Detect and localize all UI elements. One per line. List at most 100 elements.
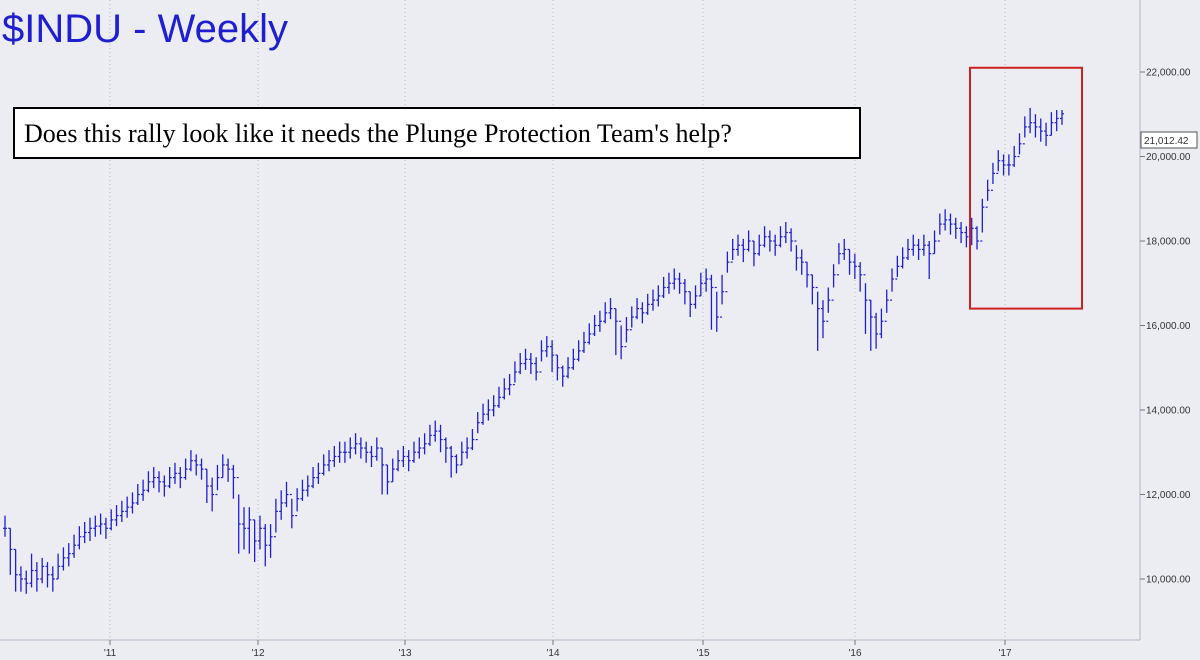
ohlc-bar: [34, 562, 39, 592]
ohlc-bar: [433, 420, 438, 442]
ohlc-bar: [943, 209, 948, 231]
ohlc-bar: [507, 374, 512, 396]
ohlc-bar: [226, 458, 231, 482]
ohlc-bar: [964, 226, 969, 248]
ohlc-bar: [125, 496, 130, 518]
ohlc-bar: [220, 454, 225, 479]
ohlc-bar: [597, 310, 602, 332]
ohlc-bar: [757, 234, 762, 256]
ohlc-bar: [374, 437, 379, 461]
ohlc-bar: [890, 268, 895, 301]
ohlc-bar: [141, 479, 146, 501]
ohlc-bar: [29, 553, 34, 588]
ohlc-bar: [342, 441, 347, 463]
x-tick-label: '17: [998, 648, 1011, 659]
ohlc-bar: [385, 464, 390, 495]
year-gridlines: [109, 0, 1006, 640]
ohlc-bar: [778, 226, 783, 248]
ohlc-bar: [332, 445, 337, 468]
y-tick-label: 10,000.00: [1146, 575, 1191, 586]
ohlc-bar: [364, 441, 369, 463]
ohlc-bar: [895, 255, 900, 280]
last-price-label: 21,012.42: [1144, 136, 1189, 147]
ohlc-bar: [162, 475, 167, 497]
ohlc-bar: [268, 524, 273, 558]
ohlc-bar: [502, 378, 507, 400]
ohlc-bar: [555, 354, 560, 381]
ohlc-bar: [1028, 107, 1033, 134]
ohlc-bar: [257, 515, 262, 550]
ohlc-bar: [98, 513, 103, 535]
ohlc-bar: [651, 289, 656, 311]
ohlc-bar: [146, 471, 151, 493]
ohlc-bar: [858, 262, 863, 292]
ohlc-bar: [672, 268, 677, 290]
x-tick-label: '11: [104, 648, 117, 659]
ohlc-bar: [619, 320, 624, 360]
ohlc-bar: [560, 365, 565, 387]
ohlc-bar: [714, 286, 719, 332]
ohlc-bar: [1006, 154, 1011, 176]
ohlc-bar: [188, 450, 193, 472]
x-axis: '11 '12 '13 '14 '15 '16 '17: [0, 639, 1140, 659]
ohlc-bar: [459, 441, 464, 466]
y-tick-label: 16,000.00: [1146, 321, 1191, 332]
ohlc-bar: [454, 454, 459, 474]
ohlc-bar: [252, 519, 257, 563]
ohlc-bar: [40, 557, 45, 584]
ohlc-bar: [720, 274, 725, 318]
ohlc-bar: [1017, 133, 1022, 158]
ohlc-bar: [411, 441, 416, 463]
ohlc-bar: [443, 437, 448, 463]
ohlc-bar: [544, 336, 549, 358]
ohlc-bar: [581, 331, 586, 353]
ohlc-bar: [406, 450, 411, 472]
ohlc-bar: [704, 268, 709, 292]
ohlc-bar: [337, 441, 342, 463]
ohlc-bar: [550, 340, 555, 372]
ohlc-bar: [826, 287, 831, 322]
ohlc-bar: [613, 308, 618, 356]
ohlc-bar: [24, 570, 29, 594]
last-price-box: [1140, 131, 1198, 149]
x-tick-label: '13: [398, 648, 411, 659]
ohlc-bar: [523, 348, 528, 370]
ohlc-bar: [1038, 118, 1043, 142]
ohlc-bar: [512, 361, 517, 386]
ohlc-bar: [114, 505, 119, 527]
ohlc-bar: [475, 412, 480, 441]
ohlc-bar: [874, 312, 879, 349]
ohlc-bar: [645, 293, 650, 315]
ohlc-bar: [534, 357, 539, 381]
ohlc-bar: [56, 553, 61, 580]
ohlc-bar: [905, 238, 910, 261]
ohlc-bar: [741, 238, 746, 263]
ohlc-bar: [316, 462, 321, 484]
ohlc-bar: [842, 238, 847, 261]
ohlc-bar: [518, 352, 523, 375]
x-tick-label: '14: [546, 648, 559, 659]
ohlc-bar: [279, 490, 284, 520]
ohlc-bar: [396, 450, 401, 472]
ohlc-bar: [401, 445, 406, 468]
ohlc-bar: [93, 515, 98, 537]
ohlc-bar: [247, 507, 252, 554]
ohlc-bar: [311, 467, 316, 489]
ohlc-bar: [236, 477, 241, 554]
ohlc-bar: [178, 467, 183, 489]
x-tick-label: '15: [696, 648, 709, 659]
ohlc-bar: [215, 464, 220, 496]
ohlc-bar: [1012, 145, 1017, 168]
ohlc-bar: [204, 468, 209, 503]
ohlc-bar: [698, 272, 703, 297]
ohlc-bar: [879, 308, 884, 339]
y-tick-label: 20,000.00: [1146, 152, 1191, 163]
ohlc-bar: [820, 300, 825, 339]
ohlc-bar: [465, 437, 470, 459]
ohlc-bar: [847, 248, 852, 275]
ohlc-bar: [438, 424, 443, 453]
ohlc-bar: [751, 240, 756, 267]
chart-title: $INDU - Weekly: [2, 7, 288, 51]
ohlc-bar: [656, 285, 661, 307]
ohlc-bar: [300, 479, 305, 501]
